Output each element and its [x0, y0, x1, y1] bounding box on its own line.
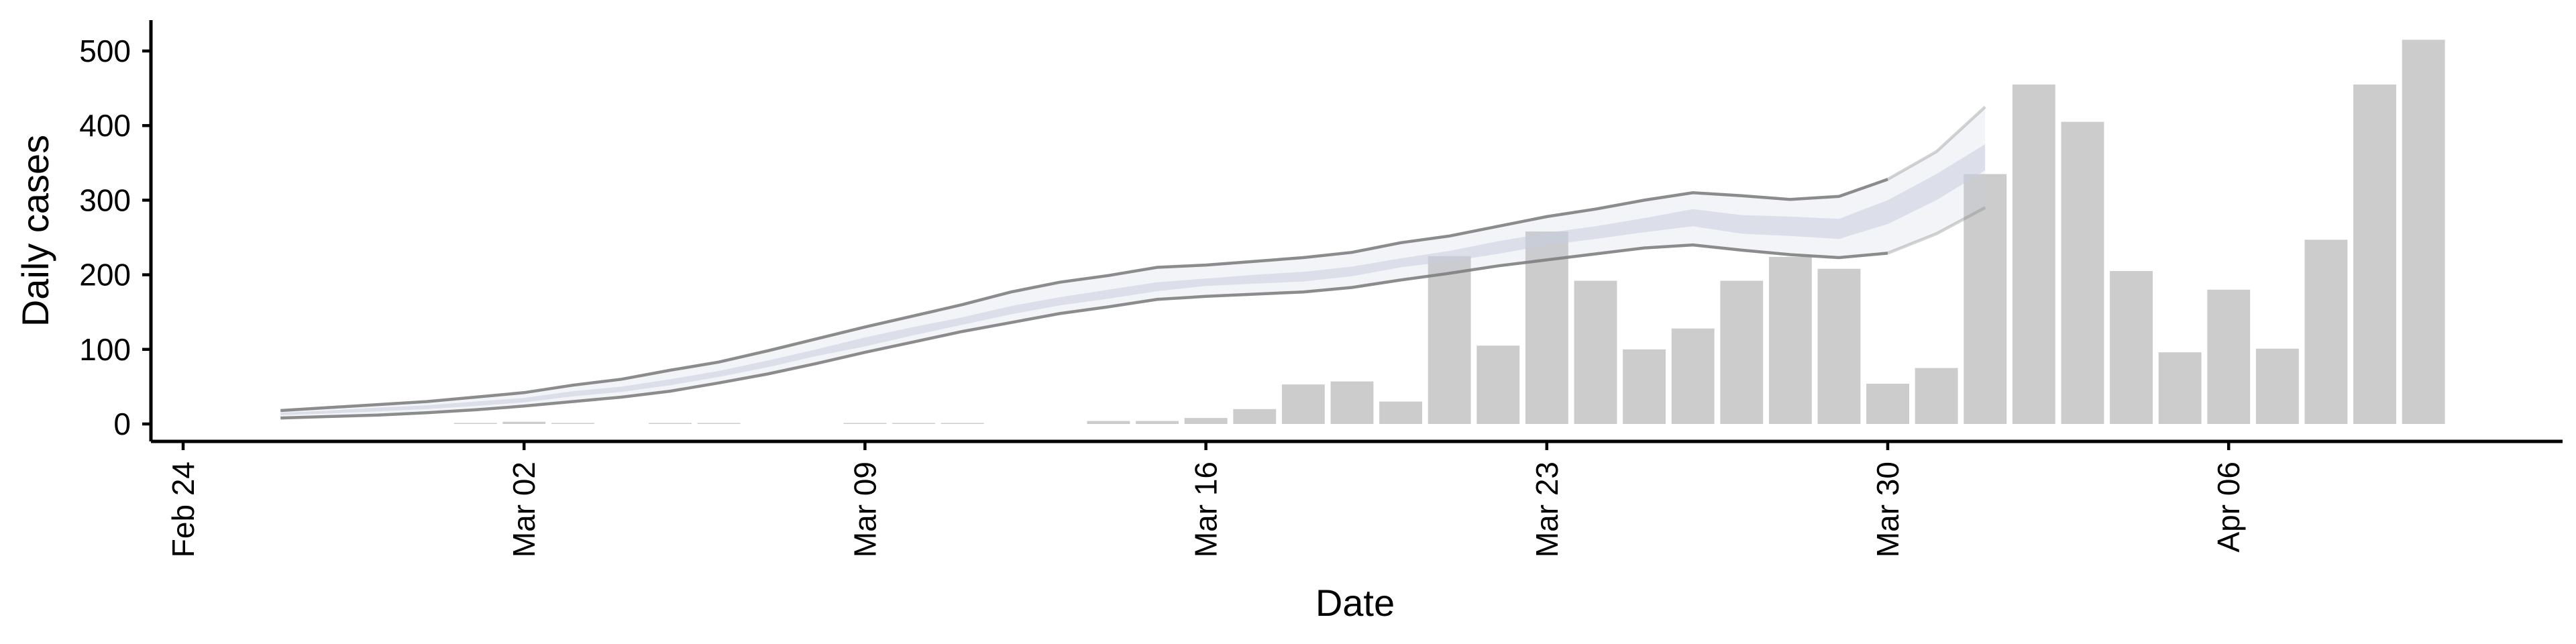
- x-tick-label-2020-03-23: Mar 23: [1529, 462, 1564, 557]
- bar-2020-03-30: [1866, 384, 1909, 424]
- y-tick-label-0: 0: [113, 407, 131, 441]
- axes: 0 100 200 300 400 500 Feb 24 Mar 02 Mar 09 Mar 16…: [79, 20, 2563, 557]
- bar-2020-04-01: [1964, 174, 2007, 424]
- bar-2020-03-26: [1671, 328, 1715, 424]
- y-tick-label-200: 200: [79, 258, 131, 292]
- y-axis-title: Daily cases: [14, 135, 56, 327]
- y-tick-label-300: 300: [79, 182, 131, 217]
- x-axis-title: Date: [1316, 582, 1395, 624]
- bar-2020-03-27: [1720, 280, 1764, 424]
- bar-2020-04-03: [2061, 121, 2104, 424]
- bar-2020-04-04: [2110, 271, 2153, 424]
- bar-2020-04-07: [2255, 348, 2299, 424]
- bar-2020-03-21: [1428, 256, 1471, 424]
- bar-2020-04-09: [2353, 85, 2396, 424]
- bar-2020-03-29: [1817, 268, 1861, 424]
- bar-2020-03-17: [1233, 409, 1277, 424]
- bar-2020-03-09: [843, 423, 887, 424]
- x-tick-label-2020-03-30: Mar 30: [1870, 462, 1905, 557]
- x-tick-label-2020-03-16: Mar 16: [1189, 462, 1224, 557]
- bar-2020-03-23: [1525, 231, 1568, 424]
- bar-2020-03-16: [1184, 418, 1228, 424]
- forecast-upper-line-faded: [1886, 105, 1986, 181]
- bar-2020-03-20: [1379, 401, 1422, 424]
- bar-2020-03-28: [1768, 256, 1812, 424]
- plot-area: [280, 40, 2445, 425]
- bar-2020-03-03: [551, 423, 594, 424]
- bar-2020-04-08: [2304, 239, 2348, 424]
- y-tick-label-500: 500: [79, 34, 131, 68]
- bar-2020-03-02: [502, 421, 546, 424]
- bar-2020-03-10: [892, 423, 935, 424]
- forecast-lower-line-faded: [1887, 206, 1986, 255]
- bar-2020-03-31: [1915, 368, 1958, 424]
- bar-2020-03-11: [941, 423, 984, 424]
- x-tick-label-2020-03-02: Mar 02: [506, 462, 541, 557]
- x-tick-label-2020-04-06: Apr 06: [2211, 462, 2246, 553]
- bar-2020-03-19: [1330, 381, 1374, 424]
- y-tick-label-100: 100: [79, 332, 131, 367]
- bar-2020-03-22: [1477, 345, 1520, 424]
- bar-2020-04-05: [2158, 352, 2202, 424]
- bar-2020-03-06: [697, 423, 741, 424]
- forecast-lower-line: [280, 243, 1888, 420]
- bar-2020-04-06: [2207, 289, 2251, 424]
- bar-2020-03-01: [453, 423, 497, 424]
- bar-2020-03-25: [1623, 349, 1666, 424]
- x-tick-label-2020-02-24: Feb 24: [166, 462, 201, 557]
- y-tick-label-400: 400: [79, 108, 131, 143]
- bar-2020-03-24: [1574, 280, 1617, 424]
- bar-2020-04-10: [2402, 40, 2445, 425]
- bar-2020-03-14: [1087, 421, 1130, 424]
- bar-2020-03-15: [1136, 421, 1179, 424]
- bar-2020-03-05: [649, 423, 692, 424]
- bar-2020-03-18: [1281, 384, 1325, 424]
- x-tick-label-2020-03-09: Mar 09: [847, 462, 882, 557]
- forecast-upper-line: [280, 178, 1888, 413]
- bar-2020-04-02: [2012, 85, 2055, 424]
